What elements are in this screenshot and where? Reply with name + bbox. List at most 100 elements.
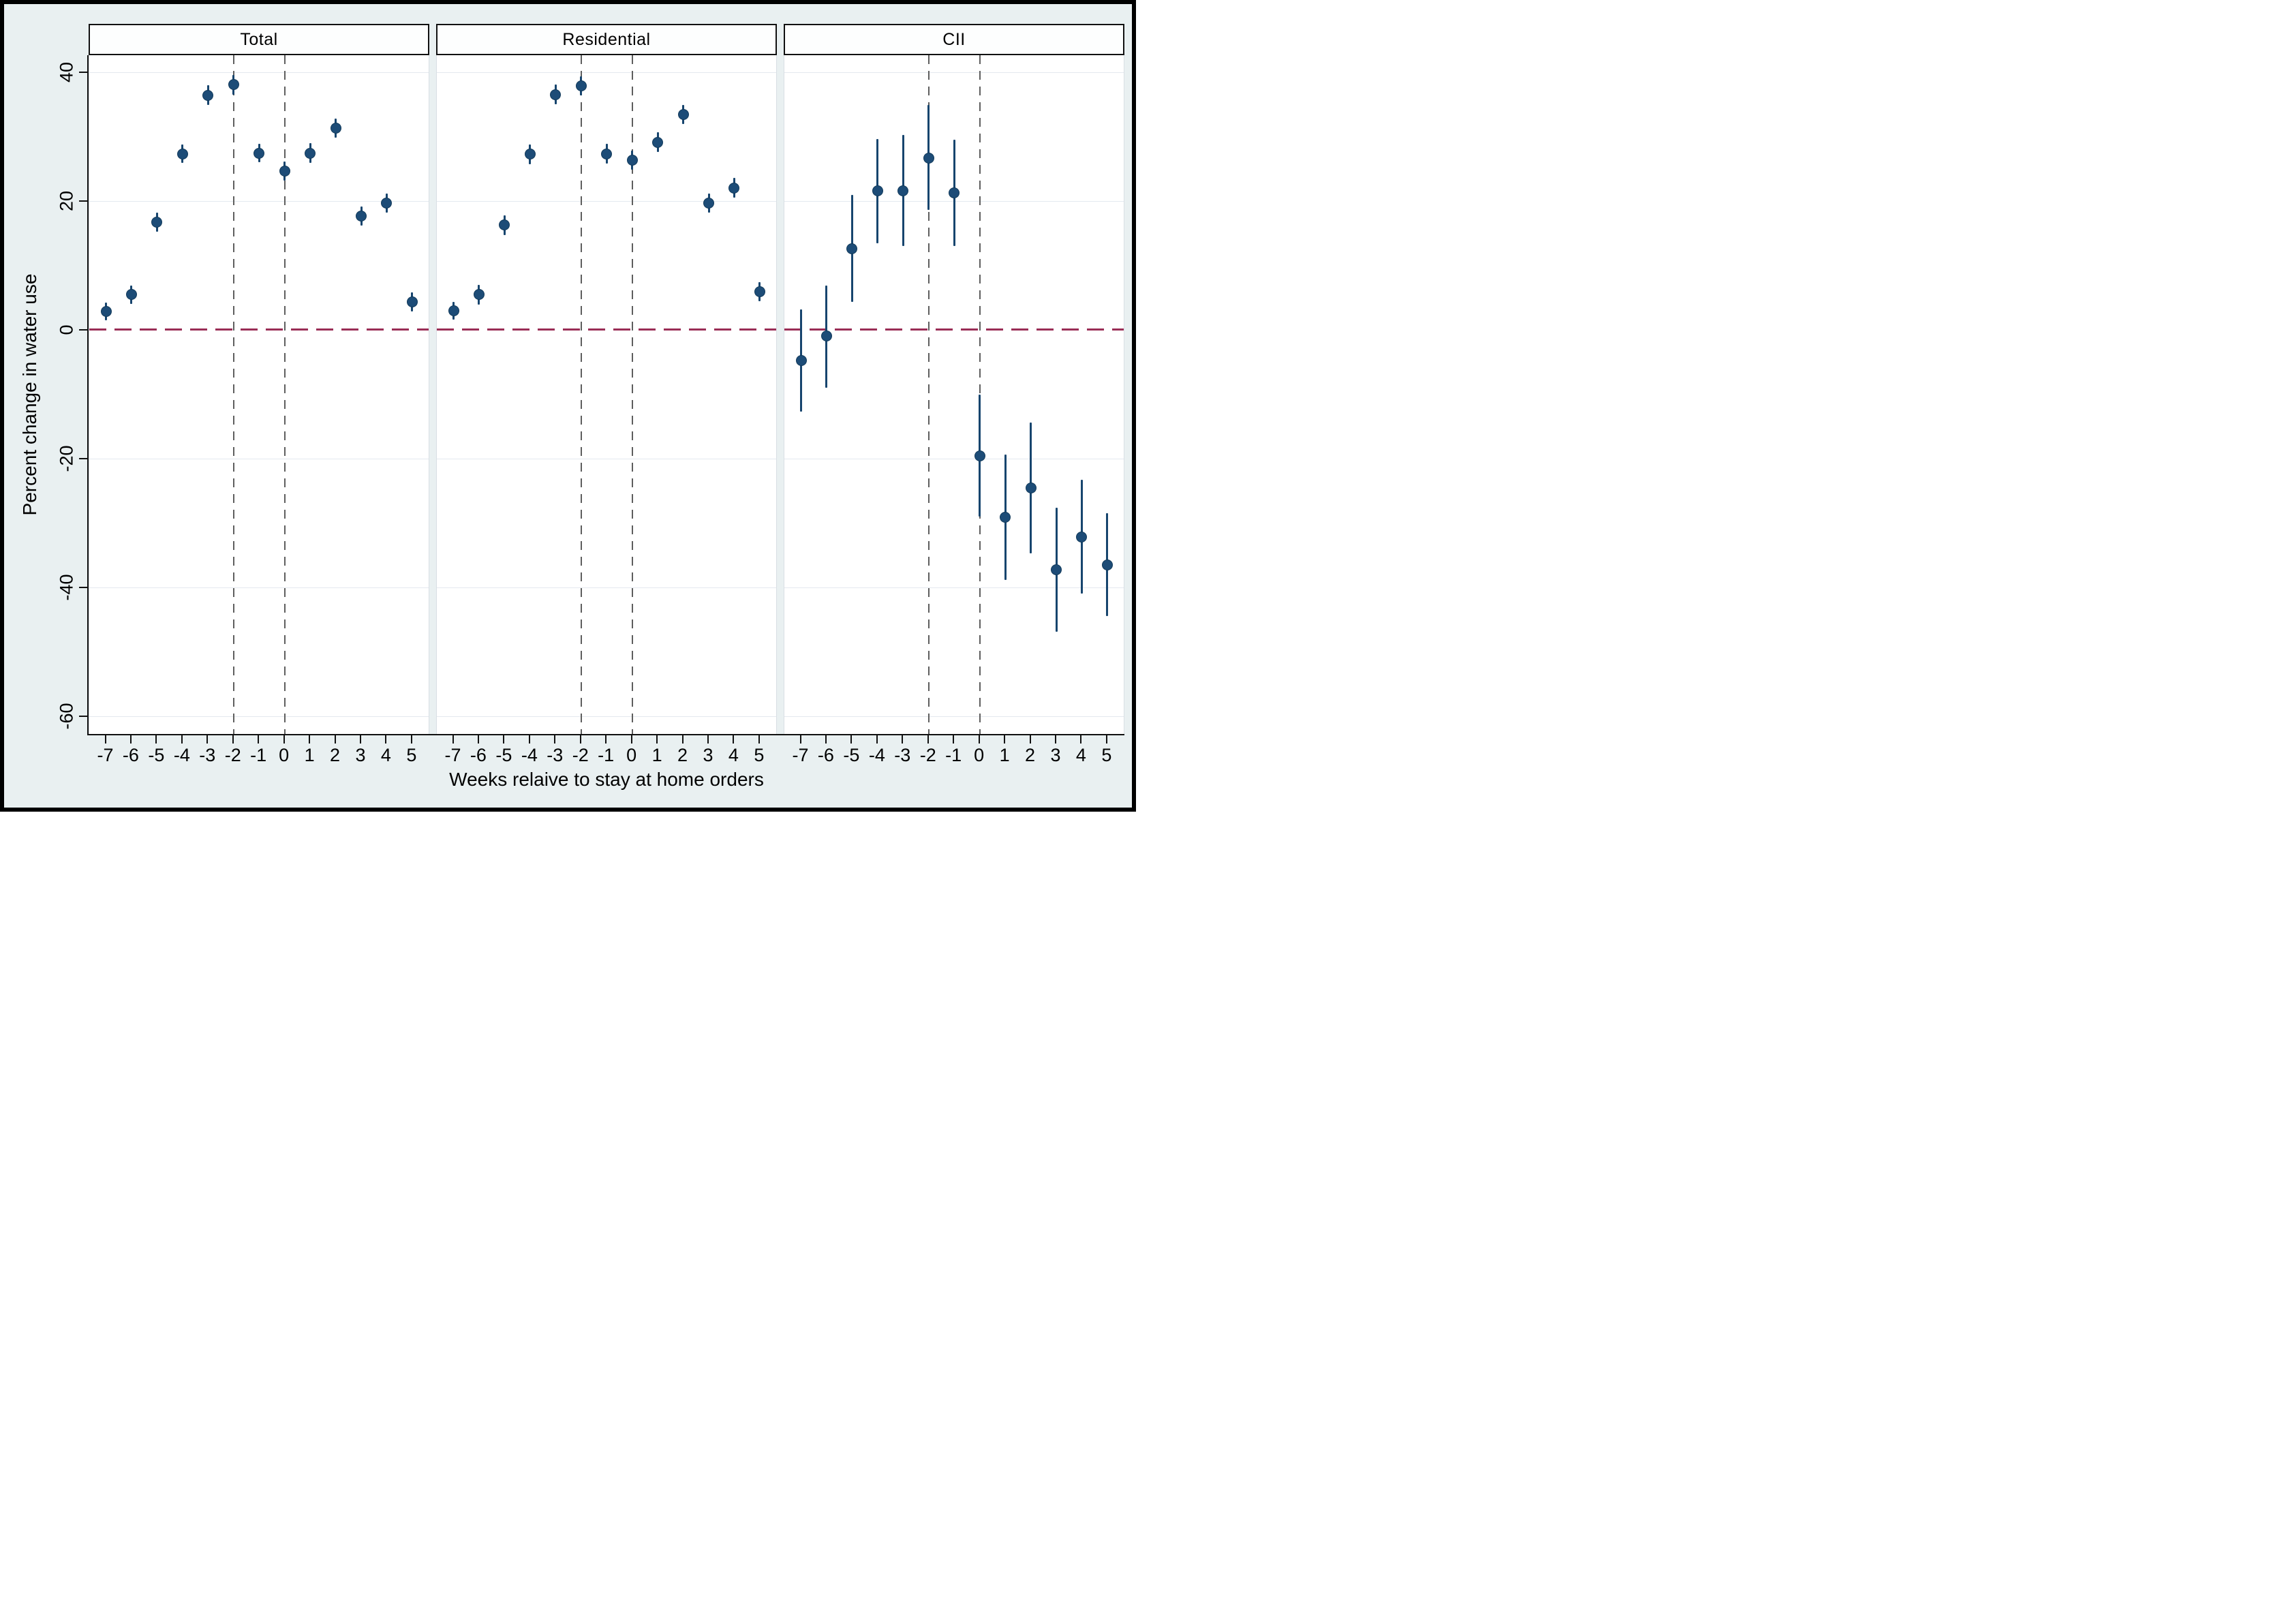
data-point — [795, 354, 807, 366]
gridline-y40 — [437, 72, 776, 73]
data-point — [356, 211, 367, 222]
x-tick-label: -3 — [547, 745, 564, 765]
data-point — [1101, 560, 1113, 571]
x-tick-label: -7 — [792, 745, 809, 765]
y-tick-label: -40 — [56, 573, 77, 601]
x-tick-label: 2 — [330, 745, 341, 765]
data-point — [228, 79, 239, 91]
x-tick-label: -6 — [817, 745, 834, 765]
x-tick — [850, 735, 853, 744]
x-tick — [283, 735, 285, 744]
x-tick-label: 2 — [677, 745, 688, 765]
data-point — [872, 185, 883, 197]
data-point — [279, 166, 290, 177]
x-tick-label: 0 — [974, 745, 985, 765]
x-tick — [681, 735, 684, 744]
data-point — [974, 450, 985, 461]
plot-area-cii — [784, 55, 1124, 734]
x-tick — [334, 735, 336, 744]
x-tick — [1004, 735, 1006, 744]
facet-header-residential: Residential — [436, 24, 777, 55]
x-tick-label: -3 — [894, 745, 911, 765]
data-point — [626, 154, 638, 166]
x-tick — [410, 735, 412, 744]
x-tick-label: -6 — [122, 745, 139, 765]
x-tick — [309, 735, 311, 744]
gridline-y-40 — [437, 587, 776, 588]
y-tick — [79, 328, 87, 331]
x-tick-label: -1 — [598, 745, 615, 765]
zero-reference-line — [89, 328, 429, 331]
facet-title: Total — [240, 29, 278, 49]
x-tick-label: -4 — [173, 745, 190, 765]
data-point — [254, 147, 265, 159]
x-tick-label: -1 — [250, 745, 267, 765]
x-tick — [902, 735, 904, 744]
data-point — [754, 286, 765, 297]
y-tick — [79, 71, 87, 73]
y-tick-label: 20 — [56, 190, 77, 211]
x-tick-label: 3 — [1050, 745, 1061, 765]
data-point — [1076, 531, 1088, 542]
data-point — [601, 148, 613, 159]
data-point — [125, 289, 137, 301]
x-tick-label: -7 — [444, 745, 461, 765]
data-point — [846, 243, 858, 255]
x-tick — [579, 735, 581, 744]
x-tick — [953, 735, 955, 744]
x-tick-label: -4 — [868, 745, 885, 765]
data-point — [524, 149, 536, 160]
x-tick — [630, 735, 632, 744]
event-dashed-line-week-2 — [580, 55, 582, 734]
zero-reference-line — [784, 328, 1124, 331]
data-point — [1000, 512, 1011, 523]
x-tick-label: -2 — [919, 745, 936, 765]
x-tick-label: -3 — [199, 745, 216, 765]
y-tick-label: 0 — [56, 324, 77, 335]
x-tick — [1105, 735, 1107, 744]
x-tick — [155, 735, 157, 744]
data-point — [677, 108, 689, 120]
x-tick-label: -5 — [148, 745, 165, 765]
x-tick-label: 1 — [651, 745, 662, 765]
event-dashed-line-week-2 — [927, 55, 930, 734]
event-dashed-line-week0 — [631, 55, 633, 734]
x-tick-label: 0 — [279, 745, 290, 765]
x-tick — [104, 735, 106, 744]
x-axis-line — [89, 734, 1124, 735]
x-tick-label: -7 — [97, 745, 114, 765]
x-tick-label: 1 — [304, 745, 315, 765]
data-point — [652, 136, 664, 148]
x-tick — [477, 735, 479, 744]
zero-reference-line — [437, 328, 776, 331]
coefficient-plot-figure: Total -7 -6 -5 -4 -3 -2 -1 0 1 2 3 4 5 Residential -7 -6… — [0, 0, 1136, 812]
facet-title: CII — [942, 29, 966, 49]
x-tick — [733, 735, 735, 744]
gridline-y-60 — [784, 716, 1124, 717]
x-tick-label: -6 — [470, 745, 487, 765]
x-tick-label: -2 — [572, 745, 589, 765]
y-tick-label: -20 — [56, 444, 77, 472]
gridline-y-60 — [437, 716, 776, 717]
facet-header-total: Total — [89, 24, 429, 55]
gridline-y-40 — [89, 587, 429, 588]
data-point — [100, 306, 112, 318]
x-tick — [876, 735, 878, 744]
gridline-y20 — [437, 200, 776, 202]
y-tick — [79, 457, 87, 459]
x-tick-label: -2 — [224, 745, 241, 765]
data-point — [820, 330, 832, 341]
x-tick-label: 5 — [754, 745, 765, 765]
x-tick — [232, 735, 234, 744]
data-point — [473, 289, 485, 301]
x-tick — [605, 735, 607, 744]
data-point — [1051, 564, 1062, 575]
x-tick — [129, 735, 132, 744]
x-tick — [758, 735, 760, 744]
x-tick — [360, 735, 361, 744]
data-point — [923, 153, 934, 164]
gridline-y-40 — [784, 587, 1124, 588]
data-point — [575, 80, 587, 92]
x-tick-label: -5 — [843, 745, 860, 765]
gridline-y20 — [89, 200, 429, 202]
